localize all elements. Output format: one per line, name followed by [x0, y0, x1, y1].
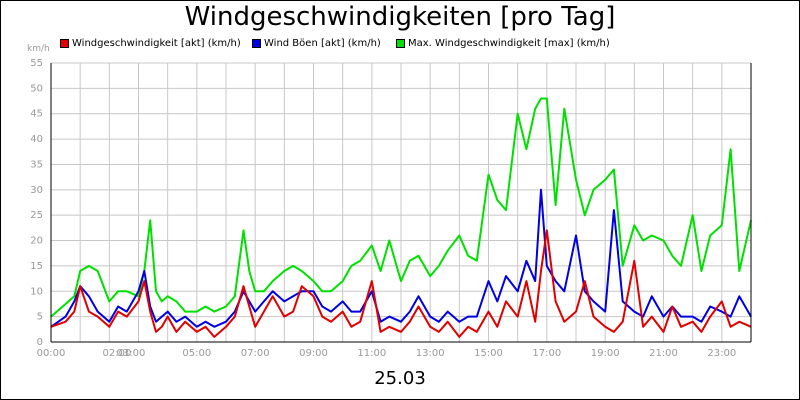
- y-tick-label: 50: [30, 83, 43, 94]
- x-tick-label: 23:00: [707, 348, 736, 359]
- legend-item-max: Max. Windgeschwindigkeit [max] (km/h): [396, 38, 610, 49]
- x-tick-label: 11:00: [357, 348, 386, 359]
- legend-swatch-max: [396, 38, 405, 48]
- x-tick-label: 15:00: [474, 348, 503, 359]
- x-tick-label: 09:00: [299, 348, 328, 359]
- series-line-2: [50, 97, 752, 318]
- y-tick-label: 30: [30, 185, 43, 196]
- chart-title: Windgeschwindigkeiten [pro Tag]: [184, 2, 616, 32]
- y-tick-label: 40: [30, 134, 43, 145]
- date-label: 25.03: [374, 368, 426, 389]
- x-tick-label: 02:00: [103, 348, 132, 359]
- x-tick-label: 13:00: [416, 348, 445, 359]
- legend-label-boeen: Wind Böen [akt] (km/h): [264, 38, 381, 49]
- y-tick-label: 55: [30, 58, 43, 69]
- series-line-0: [50, 229, 752, 338]
- y-tick-label: 5: [37, 312, 43, 323]
- y-tick-label: 35: [30, 159, 43, 170]
- y-tick-label: 20: [30, 236, 43, 247]
- legend-swatch-akt: [60, 38, 69, 48]
- legend-item-boeen: Wind Böen [akt] (km/h): [252, 38, 381, 49]
- x-tick-label: 17:00: [532, 348, 561, 359]
- x-tick-label: 19:00: [591, 348, 620, 359]
- y-axis-unit: km/h: [27, 44, 50, 54]
- legend-swatch-boeen: [252, 38, 261, 48]
- x-tick-label: 05:00: [182, 348, 211, 359]
- x-tick-label: 03:00: [117, 348, 146, 359]
- y-tick-label: 15: [30, 261, 43, 272]
- x-tick-label: 21:00: [649, 348, 678, 359]
- legend-label-akt: Windgeschwindigkeit [akt] (km/h): [72, 38, 241, 49]
- y-tick-label: 45: [30, 109, 43, 120]
- y-tick-label: 10: [30, 286, 43, 297]
- x-tick-label: 00:00: [37, 348, 66, 359]
- legend-label-max: Max. Windgeschwindigkeit [max] (km/h): [408, 38, 610, 49]
- x-tick-label: 07:00: [241, 348, 270, 359]
- y-tick-label: 25: [30, 210, 43, 221]
- y-tick-label: 0: [37, 337, 43, 348]
- legend-item-akt: Windgeschwindigkeit [akt] (km/h): [60, 38, 241, 49]
